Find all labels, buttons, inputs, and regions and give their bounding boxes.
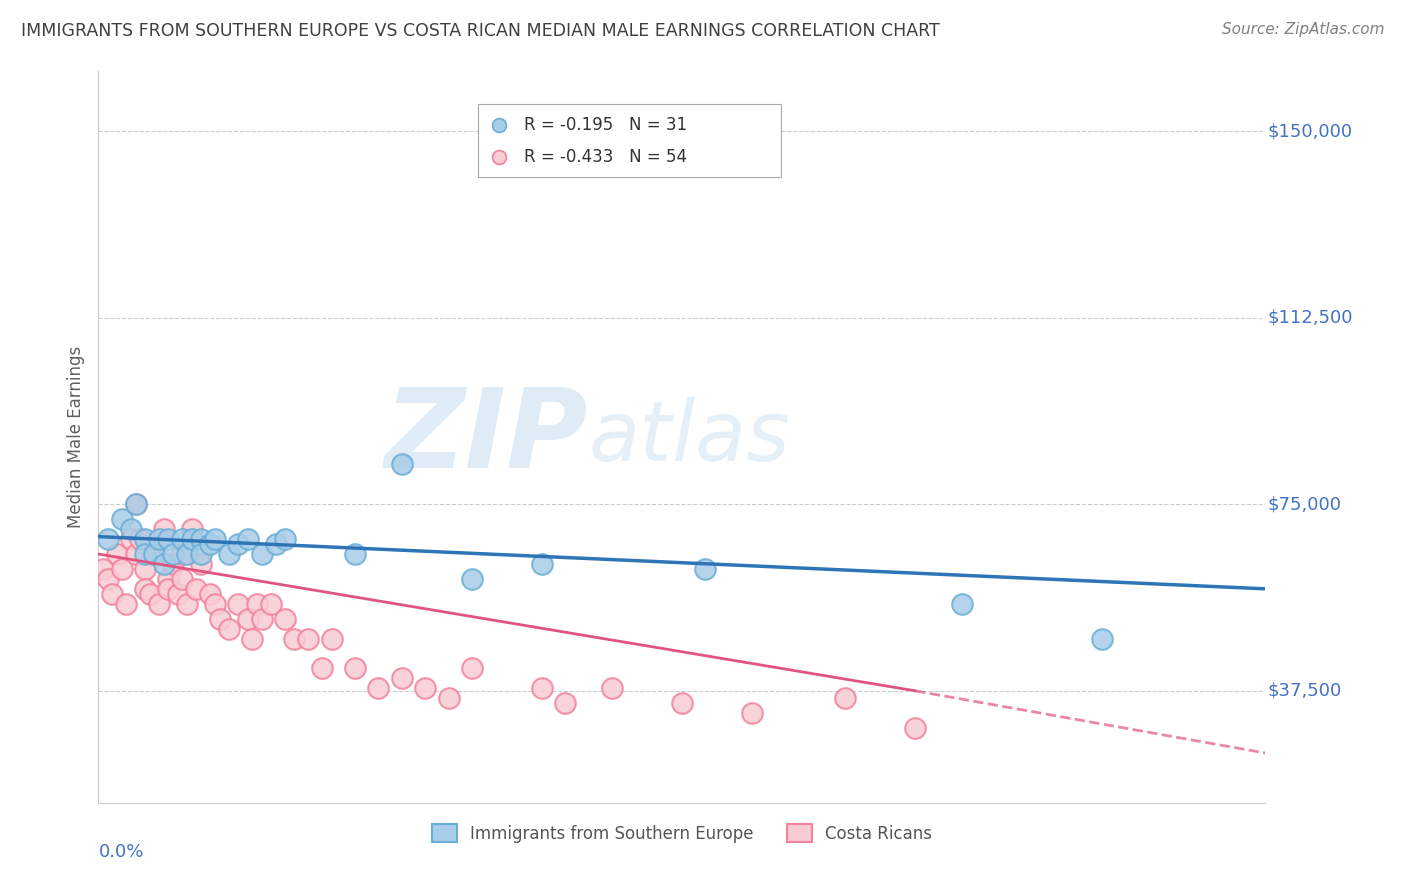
Point [97, 572, 120, 586]
Point [246, 597, 269, 611]
Point [190, 557, 212, 571]
Point [180, 532, 202, 546]
Point [950, 597, 973, 611]
Point [91, 562, 114, 576]
Point [391, 458, 413, 472]
Point [218, 547, 240, 561]
Point [741, 706, 763, 721]
Point [671, 696, 693, 710]
Point [111, 562, 134, 576]
Point [134, 582, 156, 596]
Text: IMMIGRANTS FROM SOUTHERN EUROPE VS COSTA RICAN MEDIAN MALE EARNINGS CORRELATION : IMMIGRANTS FROM SOUTHERN EUROPE VS COSTA… [21, 22, 939, 40]
Point [180, 522, 202, 536]
Point [143, 547, 166, 561]
Point [461, 661, 484, 675]
Point [157, 532, 180, 546]
Point [274, 532, 297, 546]
Point [190, 547, 212, 561]
Point [236, 532, 259, 546]
Point [143, 547, 166, 561]
Point [250, 547, 273, 561]
Point [190, 532, 212, 546]
Point [176, 547, 198, 561]
Point [125, 497, 148, 511]
Point [274, 612, 297, 626]
Point [297, 632, 319, 646]
Point [148, 597, 170, 611]
Point [437, 691, 460, 706]
Point [461, 572, 484, 586]
Text: Source: ZipAtlas.com: Source: ZipAtlas.com [1222, 22, 1385, 37]
Y-axis label: Median Male Earnings: Median Male Earnings [67, 346, 86, 528]
Point [105, 547, 128, 561]
Point [344, 547, 367, 561]
Text: $37,500: $37,500 [1268, 681, 1341, 700]
Point [242, 632, 264, 646]
Point [321, 632, 343, 646]
Point [530, 681, 553, 696]
Point [125, 547, 148, 561]
Text: $150,000: $150,000 [1268, 122, 1353, 140]
Text: R = -0.195   N = 31: R = -0.195 N = 31 [524, 116, 688, 134]
Point [172, 532, 194, 546]
Point [157, 572, 180, 586]
Point [166, 587, 188, 601]
Point [1091, 632, 1114, 646]
Point [176, 597, 198, 611]
Point [204, 597, 226, 611]
Point [134, 562, 156, 576]
Point [228, 537, 250, 551]
Text: atlas: atlas [589, 397, 790, 477]
Point [200, 537, 222, 551]
Point [152, 557, 174, 571]
Text: R = -0.433   N = 54: R = -0.433 N = 54 [524, 148, 688, 166]
Point [283, 632, 305, 646]
Point [236, 612, 259, 626]
Point [600, 681, 623, 696]
FancyBboxPatch shape [478, 104, 782, 178]
Point [115, 597, 138, 611]
Text: ZIP: ZIP [385, 384, 589, 491]
Point [344, 661, 367, 675]
Point [260, 597, 283, 611]
Point [97, 532, 120, 546]
Point [218, 622, 240, 636]
Point [228, 597, 250, 611]
Point [172, 572, 194, 586]
Point [162, 547, 184, 561]
Text: 0.0%: 0.0% [98, 843, 143, 861]
Point [391, 672, 413, 686]
Point [111, 512, 134, 526]
Point [152, 522, 174, 536]
Point [413, 681, 436, 696]
Point [120, 522, 142, 536]
Point [834, 691, 856, 706]
Point [530, 557, 553, 571]
Point [134, 532, 156, 546]
Point [186, 582, 208, 596]
Point [125, 497, 148, 511]
Text: $112,500: $112,500 [1268, 309, 1353, 326]
Point [208, 612, 231, 626]
Point [172, 547, 194, 561]
Legend: Immigrants from Southern Europe, Costa Ricans: Immigrants from Southern Europe, Costa R… [425, 818, 939, 849]
Point [554, 696, 576, 710]
Point [157, 582, 180, 596]
Point [204, 532, 226, 546]
Point [311, 661, 333, 675]
Point [264, 537, 287, 551]
Text: $75,000: $75,000 [1268, 495, 1341, 513]
Point [129, 532, 152, 546]
Point [139, 587, 162, 601]
Point [101, 587, 124, 601]
Point [120, 532, 142, 546]
Point [200, 587, 222, 601]
Point [148, 532, 170, 546]
Point [695, 562, 717, 576]
Point [162, 557, 184, 571]
Point [250, 612, 273, 626]
Point [134, 547, 156, 561]
Point [904, 721, 927, 735]
Point [367, 681, 389, 696]
